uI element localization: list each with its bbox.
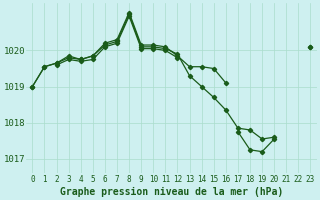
X-axis label: Graphe pression niveau de la mer (hPa): Graphe pression niveau de la mer (hPa) xyxy=(60,186,283,197)
